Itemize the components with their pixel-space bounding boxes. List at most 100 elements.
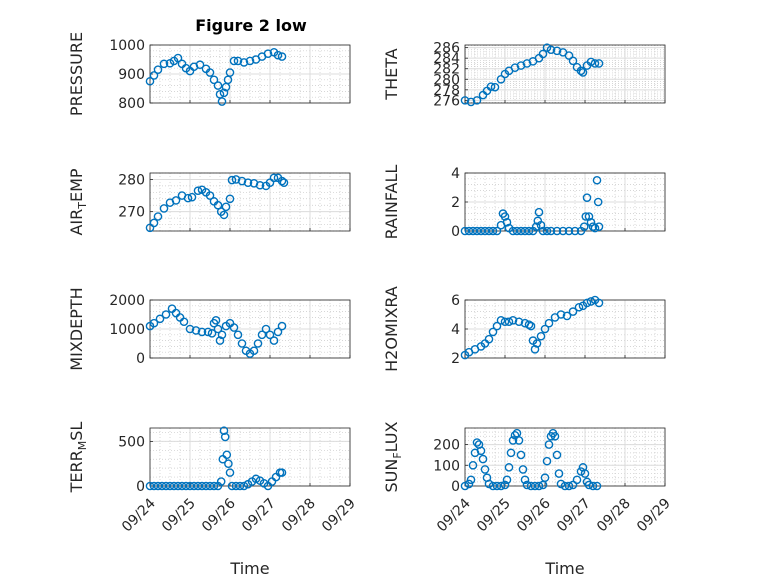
data-point <box>538 49 548 59</box>
data-point <box>219 426 229 435</box>
data-point <box>532 339 542 348</box>
data-point <box>574 302 584 312</box>
subplot-rainfall: 0 2 4 RAINFALL <box>382 165 666 240</box>
data-point <box>237 176 247 186</box>
data-point <box>552 450 562 460</box>
data-point <box>488 481 498 491</box>
data-point <box>273 50 283 60</box>
data-point <box>249 346 259 356</box>
data-point <box>488 226 498 236</box>
data-point <box>564 481 574 491</box>
data-point <box>217 330 227 340</box>
data-point <box>594 59 604 68</box>
data-point <box>476 446 486 456</box>
data-point <box>556 310 566 319</box>
data-point <box>540 473 550 483</box>
data-point <box>554 469 564 478</box>
data-point <box>542 226 552 236</box>
data-point <box>502 475 512 485</box>
data-point <box>542 456 552 466</box>
data-point <box>255 180 265 190</box>
data-point <box>478 454 488 464</box>
data-point <box>464 226 474 236</box>
data-point <box>568 307 578 316</box>
data-point <box>233 56 243 66</box>
data-point <box>155 314 165 324</box>
data-point <box>484 226 494 236</box>
data-point <box>492 226 502 236</box>
data-point <box>157 481 167 491</box>
data-point <box>530 344 540 354</box>
data-point <box>592 175 602 185</box>
data-point <box>466 97 476 107</box>
data-point <box>183 193 193 203</box>
data-point <box>207 329 217 338</box>
data-point <box>520 475 530 485</box>
figure-title: Figure 2 low <box>195 16 307 35</box>
data-point <box>562 311 572 321</box>
data-point <box>197 327 207 337</box>
x-axis-label: Time <box>544 559 584 578</box>
data-point <box>524 320 534 329</box>
data-point <box>205 68 215 77</box>
data-point <box>145 76 155 86</box>
y-tick-label: 4 <box>451 322 460 338</box>
data-point <box>191 326 201 335</box>
y-axis-label: RAINFALL <box>382 165 401 240</box>
y-tick-label: 280 <box>433 72 460 88</box>
data-point <box>560 481 570 491</box>
data-point <box>235 481 245 491</box>
data-point <box>518 465 528 474</box>
data-point <box>209 481 219 491</box>
subplot-mixdepth: 0 1000 2000 MIXDEPTH <box>67 287 351 371</box>
y-tick-label: 1000 <box>109 322 145 338</box>
subplot-terr_msl: 0 500 09/24 09/25 09/26 09/27 09/28 09/29 TERRMS… <box>67 422 359 578</box>
data-point <box>225 468 235 477</box>
subplot-pressure: 800 900 1000 PRESSURE <box>67 32 351 116</box>
data-point <box>171 196 181 205</box>
data-point <box>572 475 582 485</box>
data-point <box>520 226 530 236</box>
y-tick-label: 0 <box>136 479 145 495</box>
data-point <box>526 321 536 331</box>
data-point <box>464 479 474 489</box>
y-axis-label: THETA <box>382 48 401 100</box>
data-point <box>219 88 229 98</box>
data-point <box>149 318 159 328</box>
data-point <box>153 65 163 74</box>
data-point <box>277 468 287 477</box>
data-point <box>480 465 490 474</box>
data-point <box>197 481 207 491</box>
data-point <box>277 52 287 61</box>
data-point <box>239 58 249 67</box>
y-axis-label: TERRMSL <box>67 422 89 494</box>
data-point <box>588 222 598 231</box>
data-point <box>185 481 195 491</box>
data-point <box>149 218 159 228</box>
data-point <box>516 450 526 460</box>
x-tick-label: 09/26 <box>514 495 554 535</box>
data-point <box>159 59 169 69</box>
data-point <box>558 226 568 236</box>
data-point <box>153 212 163 221</box>
data-point <box>504 317 514 327</box>
data-point <box>161 481 171 491</box>
data-point <box>586 217 596 227</box>
data-point <box>500 212 510 221</box>
data-point <box>205 481 215 491</box>
data-point <box>460 96 470 105</box>
data-point <box>195 60 205 70</box>
data-point <box>504 463 514 472</box>
data-point <box>472 438 482 447</box>
y-axis-label: PRESSURE <box>67 32 86 116</box>
data-point <box>522 480 532 490</box>
x-axis-label: Time <box>229 559 269 578</box>
data-point <box>165 481 175 491</box>
y-axis-label: AIRTEMP <box>67 168 89 235</box>
data-point <box>538 226 548 236</box>
data-point <box>546 226 556 236</box>
data-point <box>209 75 219 85</box>
data-point <box>490 82 500 92</box>
data-point <box>514 317 524 327</box>
data-point <box>594 222 604 231</box>
